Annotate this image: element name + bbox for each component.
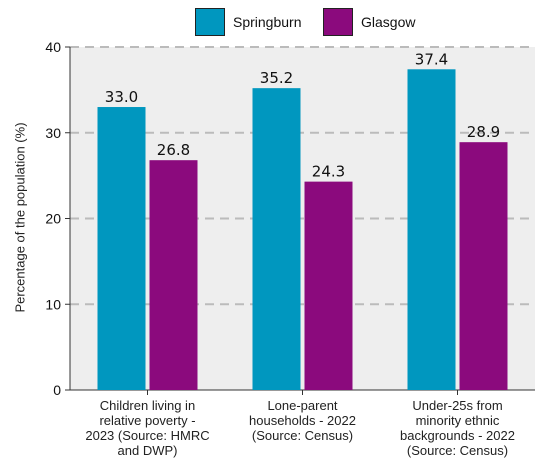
x-category-label-line: 2023 (Source: HMRC (85, 428, 210, 443)
x-category-label-line: minority ethnic (415, 413, 500, 428)
legend-item-glasgow: Glasgow (323, 7, 415, 37)
y-tick-label: 0 (53, 382, 61, 398)
legend-label-springburn: Springburn (233, 14, 302, 30)
data-label-glasgow-0: 26.8 (157, 141, 190, 159)
x-category-label-line: and DWP) (117, 443, 178, 458)
legend-swatch-glasgow (323, 8, 353, 36)
y-tick-label: 20 (45, 211, 61, 227)
x-category-label-line: Under-25s from (412, 398, 503, 413)
x-category-label: Under-25s from minority ethnic backgrounds… (383, 398, 533, 458)
x-category-label-line: (Source: Census) (406, 443, 509, 458)
data-label-springburn-1: 35.2 (260, 69, 293, 87)
y-tick-label: 30 (45, 125, 61, 141)
x-category-label-line: (Source: Census) (251, 428, 354, 443)
bar-glasgow-0 (149, 160, 198, 390)
data-label-springburn-0: 33.0 (105, 88, 138, 106)
x-category-label-line: Lone-parent (267, 398, 338, 413)
x-category-label: Children living in relative poverty -2023… (73, 398, 223, 458)
x-category-label-line: households - 2022 (249, 413, 356, 428)
x-category-label-line: relative poverty - (99, 413, 196, 428)
data-label-glasgow-2: 28.9 (467, 123, 500, 141)
x-category-label: Lone-parent households - 2022 (Source: Cen… (228, 398, 378, 443)
data-label-springburn-2: 37.4 (415, 50, 448, 68)
legend: Springburn Glasgow (0, 7, 535, 37)
legend-swatch-springburn (195, 8, 225, 36)
bar-glasgow-2 (459, 142, 508, 390)
data-label-glasgow-1: 24.3 (312, 163, 345, 181)
x-category-label-line: Children living in (99, 398, 196, 413)
bar-springburn-0 (97, 107, 146, 391)
y-tick-label: 40 (45, 39, 61, 55)
bar-springburn-2 (407, 69, 456, 391)
bar-glasgow-1 (304, 181, 353, 390)
legend-label-glasgow: Glasgow (361, 14, 416, 30)
legend-item-springburn: Springburn (195, 7, 302, 37)
y-tick-label: 10 (45, 296, 61, 312)
bar-springburn-1 (252, 88, 301, 390)
x-category-label-line: backgrounds - 2022 (400, 428, 515, 443)
